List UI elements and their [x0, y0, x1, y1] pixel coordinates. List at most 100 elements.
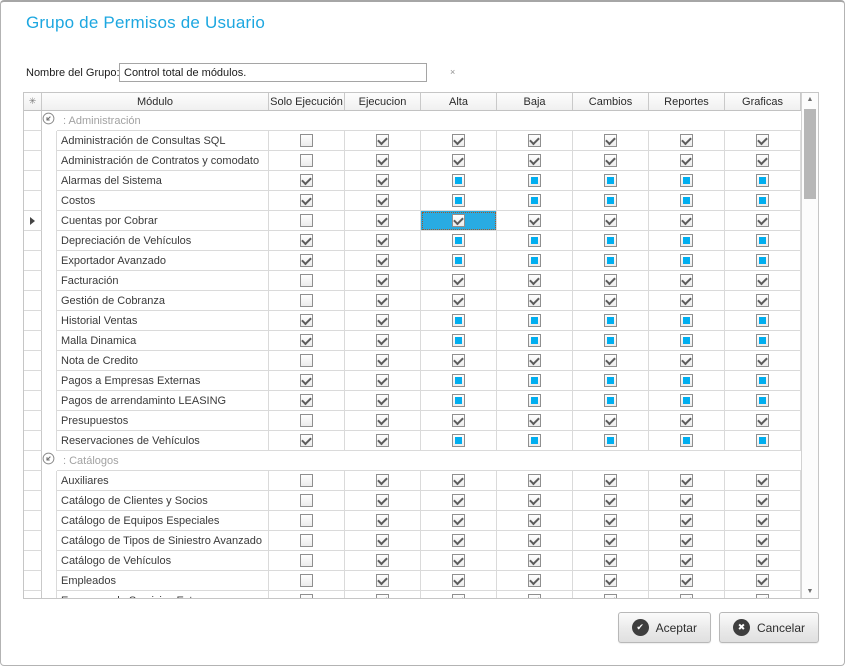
- checkbox-checked[interactable]: [376, 474, 389, 487]
- checkbox-checked[interactable]: [756, 494, 769, 507]
- permission-cell[interactable]: [497, 271, 573, 291]
- permission-cell[interactable]: [269, 391, 345, 411]
- checkbox-indeterminate[interactable]: [756, 234, 769, 247]
- checkbox-checked[interactable]: [528, 354, 541, 367]
- permission-cell[interactable]: [573, 591, 649, 598]
- checkbox-indeterminate[interactable]: [528, 374, 541, 387]
- permission-cell[interactable]: [269, 171, 345, 191]
- permission-cell[interactable]: [269, 471, 345, 491]
- checkbox-checked[interactable]: [452, 514, 465, 527]
- permission-cell[interactable]: [725, 351, 801, 371]
- permission-cell[interactable]: [725, 531, 801, 551]
- permission-cell[interactable]: [421, 191, 497, 211]
- group-icon-cell[interactable]: [42, 451, 57, 471]
- permission-cell[interactable]: [345, 431, 421, 451]
- checkbox-checked[interactable]: [300, 334, 313, 347]
- checkbox-indeterminate[interactable]: [680, 234, 693, 247]
- permission-cell[interactable]: [345, 391, 421, 411]
- row-header-cell[interactable]: [24, 271, 42, 291]
- cancel-button[interactable]: ✖ Cancelar: [718, 612, 819, 643]
- checkbox-indeterminate[interactable]: [452, 334, 465, 347]
- group-icon-cell[interactable]: [42, 111, 57, 131]
- checkbox-indeterminate[interactable]: [756, 434, 769, 447]
- permission-cell[interactable]: [649, 531, 725, 551]
- permission-cell[interactable]: [649, 491, 725, 511]
- checkbox-checked[interactable]: [680, 414, 693, 427]
- permission-cell[interactable]: [725, 591, 801, 598]
- scroll-down-icon[interactable]: ▼: [806, 588, 814, 595]
- row-header-cell[interactable]: [24, 431, 42, 451]
- permission-cell[interactable]: [269, 351, 345, 371]
- checkbox-indeterminate[interactable]: [604, 334, 617, 347]
- permission-cell[interactable]: [497, 431, 573, 451]
- checkbox-checked[interactable]: [756, 354, 769, 367]
- checkbox-checked[interactable]: [680, 534, 693, 547]
- permission-cell[interactable]: [573, 131, 649, 151]
- permission-cell[interactable]: [725, 371, 801, 391]
- column-header-1[interactable]: Solo Ejecución: [269, 93, 345, 110]
- checkbox-checked[interactable]: [756, 214, 769, 227]
- checkbox-checked[interactable]: [376, 414, 389, 427]
- checkbox-indeterminate[interactable]: [528, 174, 541, 187]
- checkbox-indeterminate[interactable]: [604, 234, 617, 247]
- checkbox-checked[interactable]: [376, 534, 389, 547]
- permission-cell[interactable]: [269, 331, 345, 351]
- checkbox-indeterminate[interactable]: [756, 394, 769, 407]
- checkbox-indeterminate[interactable]: [528, 434, 541, 447]
- permission-cell[interactable]: [649, 191, 725, 211]
- checkbox-indeterminate[interactable]: [452, 374, 465, 387]
- permission-cell[interactable]: [421, 431, 497, 451]
- permission-cell[interactable]: [345, 411, 421, 431]
- accept-button[interactable]: ✔ Aceptar: [617, 612, 711, 643]
- permission-cell[interactable]: [573, 211, 649, 231]
- checkbox-indeterminate[interactable]: [680, 334, 693, 347]
- checkbox-checked[interactable]: [604, 154, 617, 167]
- checkbox-checked[interactable]: [756, 554, 769, 567]
- checkbox-checked[interactable]: [376, 554, 389, 567]
- permission-cell[interactable]: [573, 471, 649, 491]
- checkbox-indeterminate[interactable]: [452, 194, 465, 207]
- permission-cell[interactable]: [649, 571, 725, 591]
- checkbox-checked[interactable]: [604, 134, 617, 147]
- checkbox-checked[interactable]: [300, 174, 313, 187]
- checkbox-unchecked[interactable]: [300, 294, 313, 307]
- permission-cell[interactable]: [421, 511, 497, 531]
- permission-cell[interactable]: [421, 471, 497, 491]
- checkbox-indeterminate[interactable]: [528, 334, 541, 347]
- permission-cell[interactable]: [269, 291, 345, 311]
- checkbox-unchecked[interactable]: [300, 134, 313, 147]
- permission-cell[interactable]: [497, 371, 573, 391]
- checkbox-checked[interactable]: [680, 554, 693, 567]
- permission-cell[interactable]: [725, 551, 801, 571]
- checkbox-indeterminate[interactable]: [604, 174, 617, 187]
- permission-cell[interactable]: [725, 331, 801, 351]
- permission-cell[interactable]: [421, 571, 497, 591]
- checkbox-unchecked[interactable]: [300, 554, 313, 567]
- permission-cell[interactable]: [725, 211, 801, 231]
- row-header-cell[interactable]: [24, 331, 42, 351]
- permission-cell[interactable]: [573, 191, 649, 211]
- checkbox-indeterminate[interactable]: [604, 254, 617, 267]
- permission-cell[interactable]: [649, 511, 725, 531]
- permission-cell[interactable]: [497, 311, 573, 331]
- checkbox-checked[interactable]: [604, 354, 617, 367]
- row-header-cell[interactable]: [24, 571, 42, 591]
- permission-cell[interactable]: [573, 391, 649, 411]
- checkbox-checked[interactable]: [300, 394, 313, 407]
- checkbox-indeterminate[interactable]: [452, 254, 465, 267]
- permission-cell[interactable]: [269, 411, 345, 431]
- permission-cell[interactable]: [649, 311, 725, 331]
- checkbox-indeterminate[interactable]: [604, 194, 617, 207]
- checkbox-unchecked[interactable]: [300, 414, 313, 427]
- permission-cell[interactable]: [497, 131, 573, 151]
- permission-cell[interactable]: [725, 471, 801, 491]
- checkbox-checked[interactable]: [376, 354, 389, 367]
- permission-cell[interactable]: [649, 471, 725, 491]
- collapse-group-icon[interactable]: [42, 452, 55, 470]
- checkbox-indeterminate[interactable]: [452, 234, 465, 247]
- checkbox-checked[interactable]: [452, 574, 465, 587]
- checkbox-checked[interactable]: [680, 134, 693, 147]
- row-header-cell[interactable]: [24, 391, 42, 411]
- permission-cell[interactable]: [269, 371, 345, 391]
- row-header-cell[interactable]: [24, 551, 42, 571]
